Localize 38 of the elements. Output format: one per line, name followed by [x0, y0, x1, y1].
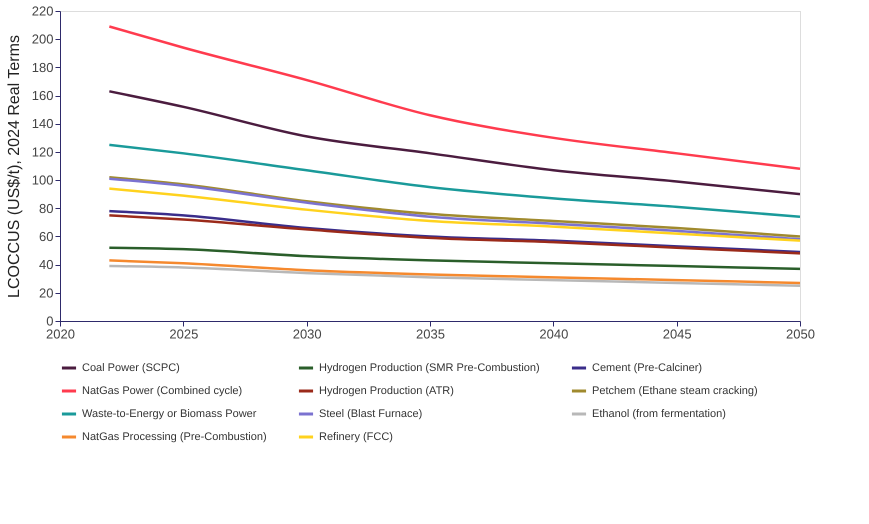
line-series	[108, 246, 800, 270]
y-axis-title: LCOCCUS (US$/t), 2024 Real Terms	[6, 35, 23, 298]
line-series	[108, 144, 800, 218]
y-tick-label: 60	[39, 228, 54, 244]
line-series	[108, 187, 800, 242]
legend-label: Ethanol (from fermentation)	[592, 408, 726, 420]
legend-label: Refinery (FCC)	[319, 431, 393, 443]
legend-label: NatGas Processing (Pre-Combustion)	[82, 431, 267, 443]
line-series	[108, 90, 800, 196]
line-series	[108, 25, 800, 170]
legend-label: Hydrogen Production (ATR)	[319, 385, 454, 397]
legend-label: Hydrogen Production (SMR Pre-Combustion)	[319, 362, 540, 374]
y-tick-label: 80	[39, 200, 54, 216]
y-tick-label: 100	[32, 172, 54, 188]
legend-label: NatGas Power (Combined cycle)	[82, 385, 242, 397]
x-tick-label: 2050	[786, 326, 815, 342]
line-series	[108, 259, 800, 284]
legend-label: Cement (Pre-Calciner)	[592, 362, 702, 374]
legend-label: Petchem (Ethane steam cracking)	[592, 385, 758, 397]
x-tick-label: 2045	[662, 326, 692, 342]
y-tick-label: 20	[39, 285, 54, 300]
legend-label: Coal Power (SCPC)	[82, 362, 180, 374]
y-tick-label: 180	[32, 60, 54, 75]
y-tick-label: 200	[32, 32, 54, 47]
x-tick-label: 2040	[539, 326, 568, 342]
y-tick-label: 160	[32, 88, 54, 104]
x-tick-label: 2030	[292, 326, 322, 342]
x-tick-label: 2035	[416, 326, 445, 342]
y-tick-label: 0	[46, 314, 54, 328]
line-series	[108, 264, 800, 288]
y-tick-label: 140	[32, 116, 54, 132]
x-tick-label: 2025	[169, 326, 198, 342]
legend-label: Waste-to-Energy or Biomass Power	[82, 408, 257, 420]
x-tick-label: 2020	[46, 326, 75, 342]
y-tick-label: 220	[32, 4, 54, 18]
legend-label: Steel (Blast Furnace)	[319, 408, 422, 420]
y-tick-label: 120	[32, 144, 54, 160]
y-tick-label: 40	[39, 257, 54, 272]
